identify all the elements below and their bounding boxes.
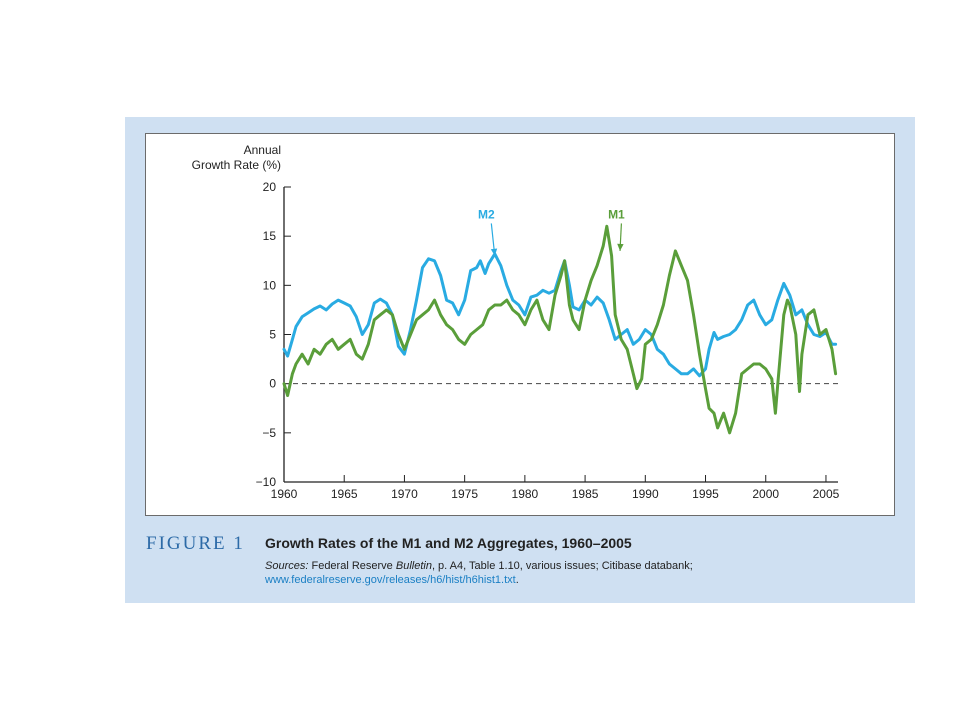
y-tick-label: −10 xyxy=(256,475,277,489)
x-tick-label: 2005 xyxy=(813,487,840,501)
x-tick-label: 1970 xyxy=(391,487,418,501)
y-tick-label: −5 xyxy=(262,426,276,440)
x-tick-label: 1980 xyxy=(512,487,539,501)
x-tick-label: 1985 xyxy=(572,487,599,501)
figure-number: FIGURE 1 xyxy=(146,533,245,554)
series-line-m2 xyxy=(282,252,838,378)
sources-label: Sources: xyxy=(265,560,309,572)
x-tick-label: 1995 xyxy=(692,487,719,501)
x-tick-label: 2000 xyxy=(752,487,779,501)
figure-title: Growth Rates of the M1 and M2 Aggregates… xyxy=(265,535,632,551)
sources-text-1: Federal Reserve xyxy=(308,560,396,572)
series-line-m1 xyxy=(282,224,838,435)
x-tick-label: 1960 xyxy=(271,487,298,501)
y-tick-label: 0 xyxy=(269,377,276,391)
series-arrowhead-m1 xyxy=(617,243,624,251)
sources-end: . xyxy=(515,574,519,586)
sources-text-2: , p. A4, Table 1.10, various issues; Cit… xyxy=(431,560,693,572)
series-label-m2: M2 xyxy=(478,207,495,221)
sources-italic: Bulletin xyxy=(395,560,432,572)
chart-frame xyxy=(145,133,895,516)
y-tick-label: 10 xyxy=(263,278,277,292)
y-axis-title-line-1: Annual xyxy=(244,143,281,157)
x-tick-label: 1990 xyxy=(632,487,659,501)
y-axis-title-line-2: Growth Rate (%) xyxy=(192,158,281,172)
x-tick-label: 1965 xyxy=(331,487,358,501)
sources-link[interactable]: www.federalreserve.gov/releases/h6/hist/… xyxy=(265,574,516,586)
figure-sources: Sources: Federal Reserve Bulletin, p. A4… xyxy=(265,559,765,587)
y-tick-label: 20 xyxy=(263,180,277,194)
y-tick-label: 15 xyxy=(263,229,277,243)
series-arrowhead-m2 xyxy=(490,248,498,256)
x-tick-label: 1975 xyxy=(451,487,478,501)
series-label-m1: M1 xyxy=(608,207,625,221)
y-tick-label: 5 xyxy=(269,328,276,342)
